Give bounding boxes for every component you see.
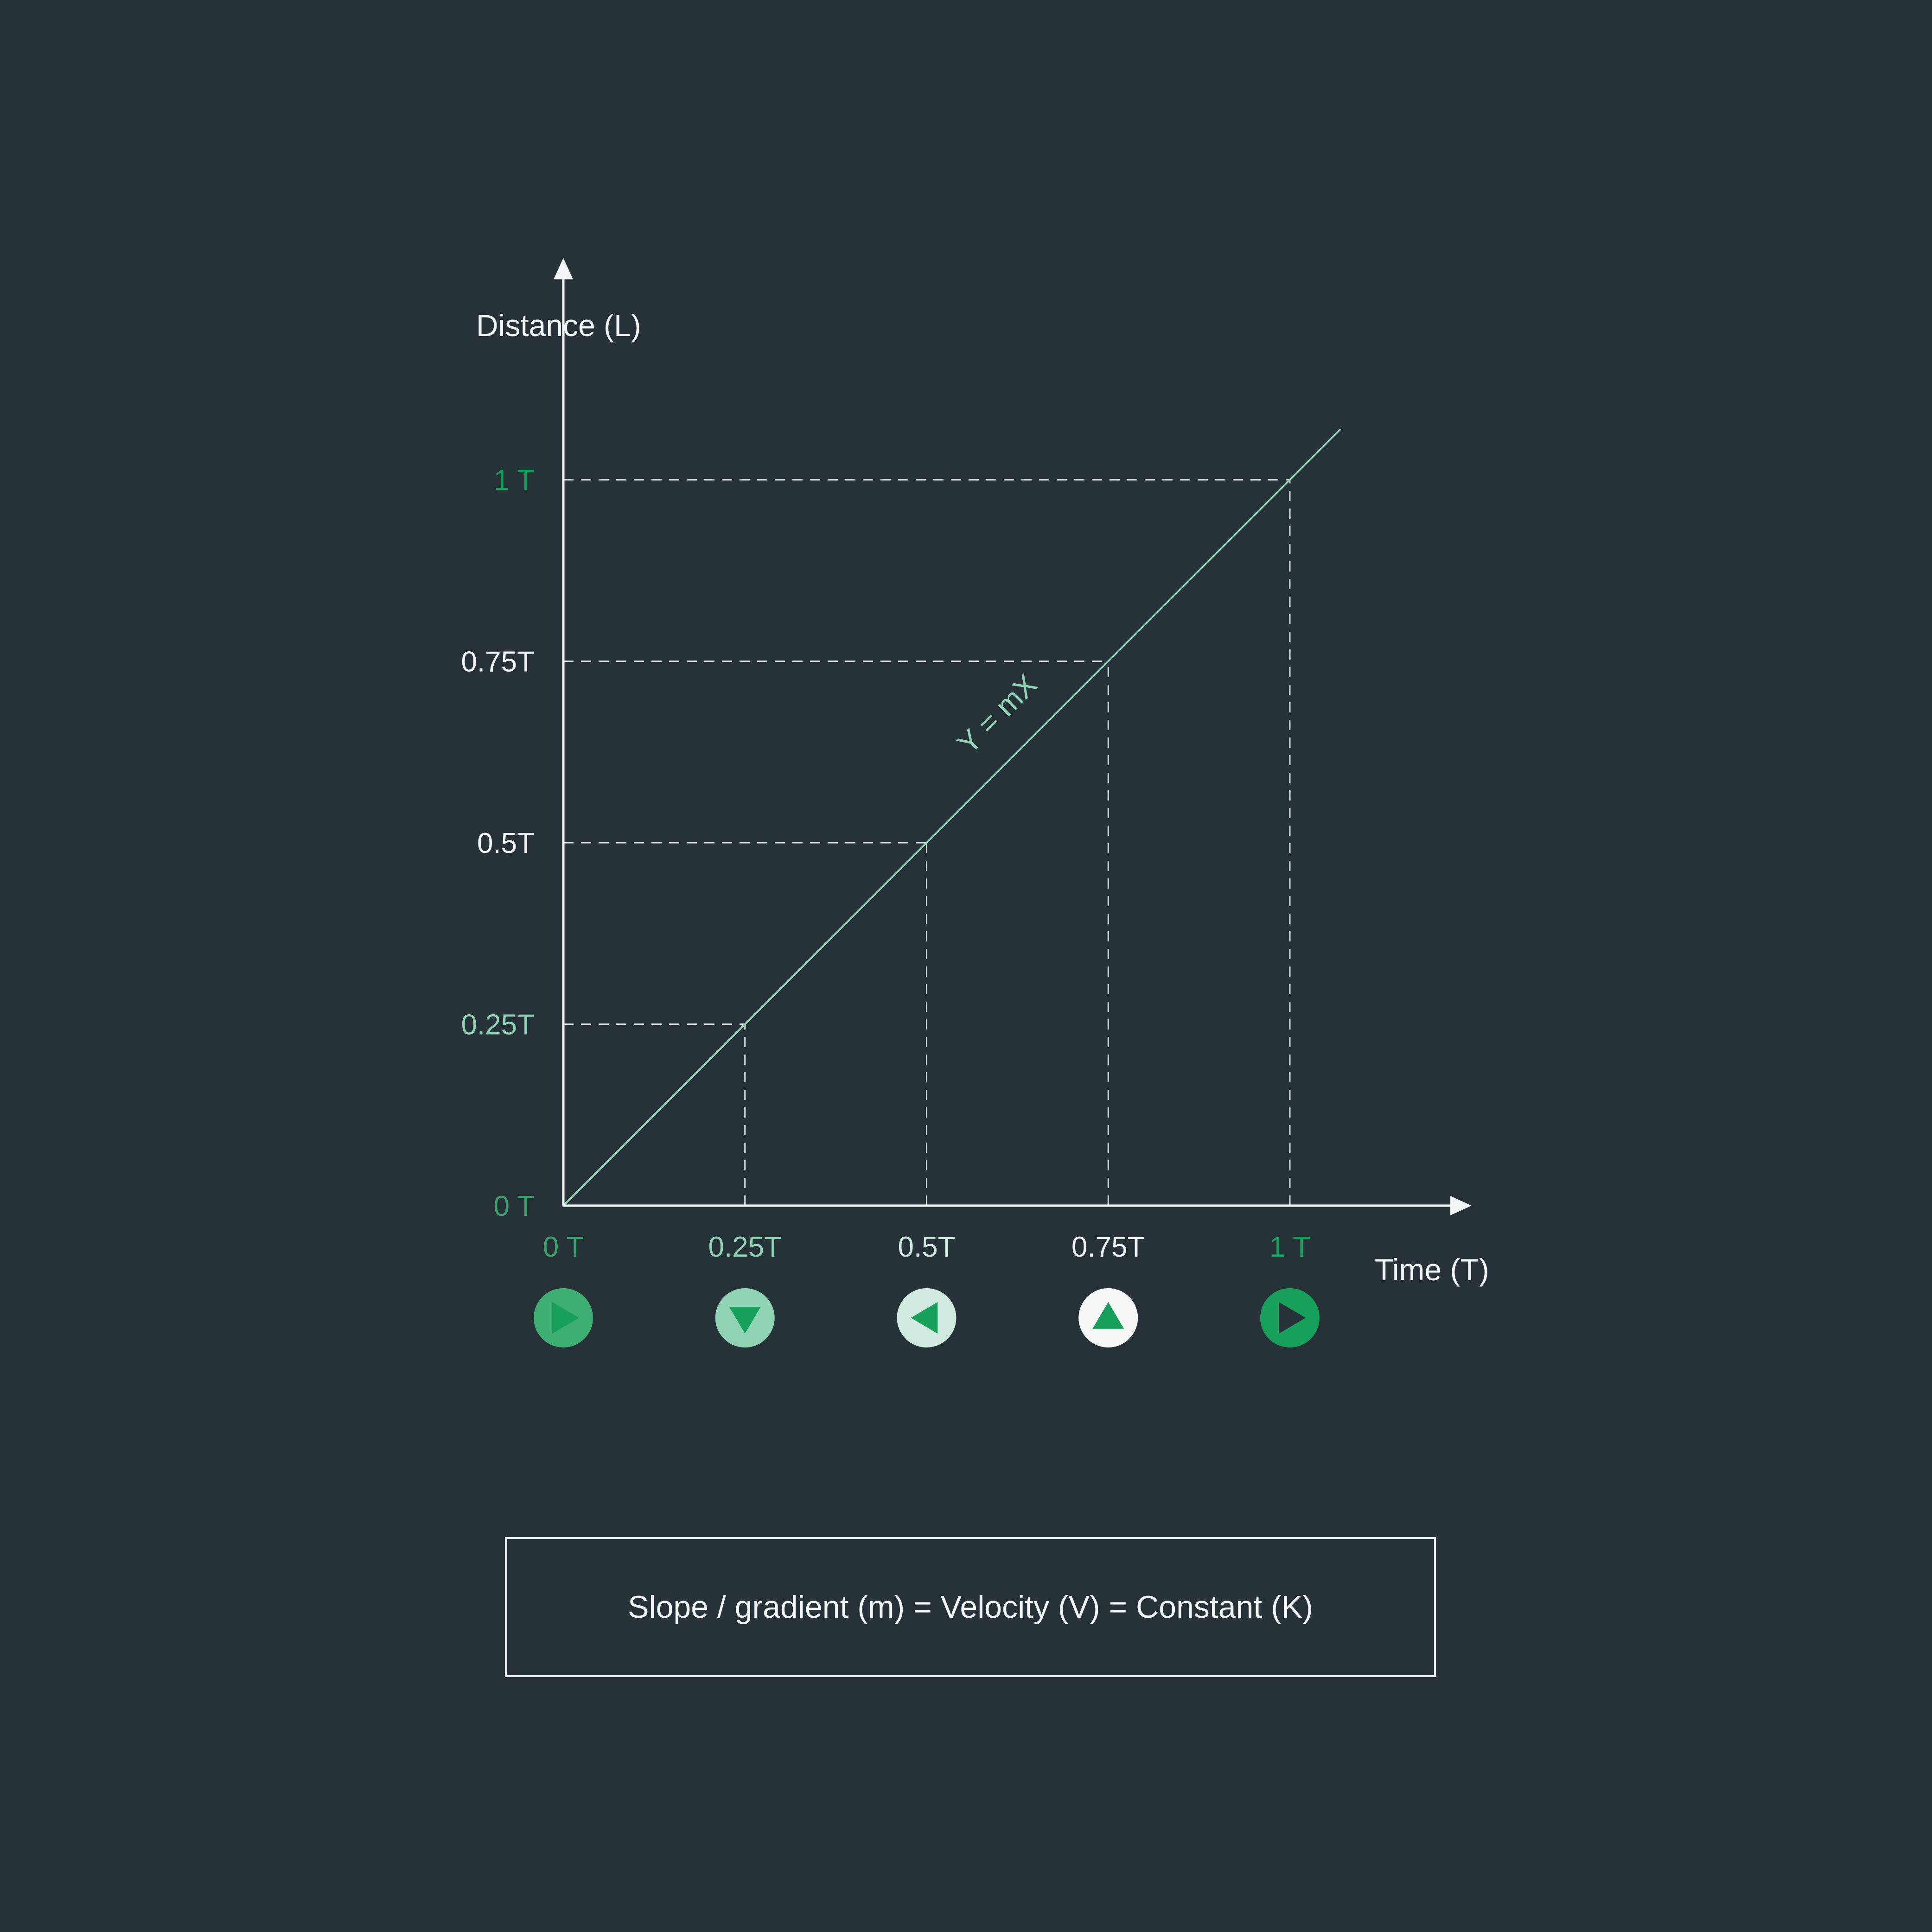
x-axis-label: Time (T) [1375,1252,1489,1287]
y-tick-label: 0.25T [461,1009,535,1041]
y-tick-label: 0.75T [461,646,535,678]
play-right-icon [552,1302,579,1334]
x-tick-label: 0.5T [898,1231,955,1263]
x-tick-label: 1 T [1269,1231,1310,1263]
y-axis-label: Distance (L) [476,308,641,343]
formula-box: Slope / gradient (m) = Velocity (V) = Co… [505,1537,1436,1677]
line-equation-label: Y = mX [951,667,1044,760]
y-axis-arrow-icon [554,258,573,280]
triangle-up-icon [1092,1302,1124,1329]
formula-text: Slope / gradient (m) = Velocity (V) = Co… [628,1589,1313,1625]
y-tick-label: 0 T [494,1190,535,1222]
triangle-left-icon [911,1302,938,1334]
y-tick-label: 0.5T [477,827,535,859]
x-tick-label: 0.25T [708,1231,782,1263]
y-tick-label: 1 T [494,464,535,496]
x-tick-label: 0 T [543,1231,584,1263]
x-tick-label: 0.75T [1071,1231,1145,1263]
x-axis-arrow-icon [1450,1196,1472,1215]
play-right-icon [1279,1302,1306,1334]
series-line [562,428,1342,1207]
triangle-down-icon [729,1307,761,1334]
